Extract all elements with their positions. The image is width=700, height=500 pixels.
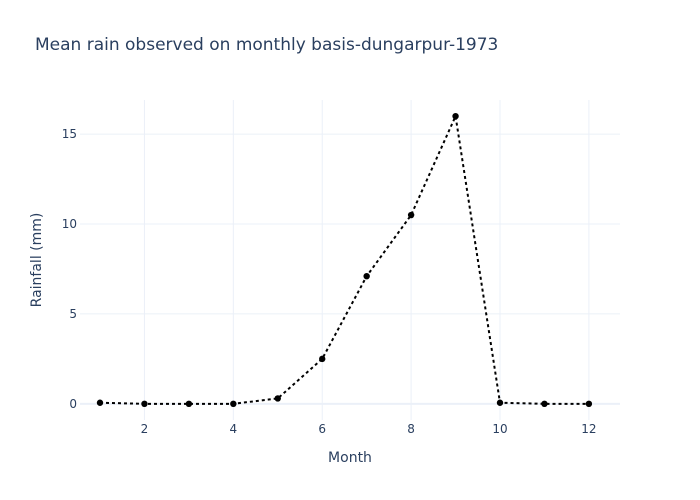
x-tick-label: 8: [407, 422, 415, 436]
x-tick-label: 2: [141, 422, 149, 436]
x-axis-ticks: 2 4 6 8 10 12: [141, 422, 597, 436]
data-point: [585, 400, 593, 408]
series-line: [99, 112, 589, 405]
y-tick-label: 15: [62, 127, 77, 141]
x-tick-label: 6: [318, 422, 326, 436]
y-tick-label: 5: [69, 307, 77, 321]
data-point: [141, 400, 148, 408]
data-point: [496, 399, 504, 406]
data-point: [541, 400, 548, 408]
x-tick-label: 4: [230, 422, 238, 436]
x-axis-title: Month: [328, 450, 372, 466]
data-point: [96, 399, 104, 406]
y-tick-label: 0: [69, 397, 77, 411]
data-point: [452, 112, 459, 120]
chart-title: Mean rain observed on monthly basis-dung…: [35, 35, 498, 55]
data-point: [274, 395, 281, 402]
data-point: [319, 355, 326, 363]
data-point: [185, 400, 193, 408]
data-point: [230, 400, 237, 408]
y-axis-ticks: 0 5 10 15: [62, 127, 77, 411]
y-axis-title: Rainfall (mm): [29, 213, 45, 308]
data-series: [96, 112, 593, 408]
data-point: [363, 272, 370, 280]
y-tick-label: 10: [62, 217, 77, 231]
x-tick-label: 10: [492, 422, 507, 436]
data-point: [407, 211, 415, 219]
x-tick-label: 12: [581, 422, 596, 436]
